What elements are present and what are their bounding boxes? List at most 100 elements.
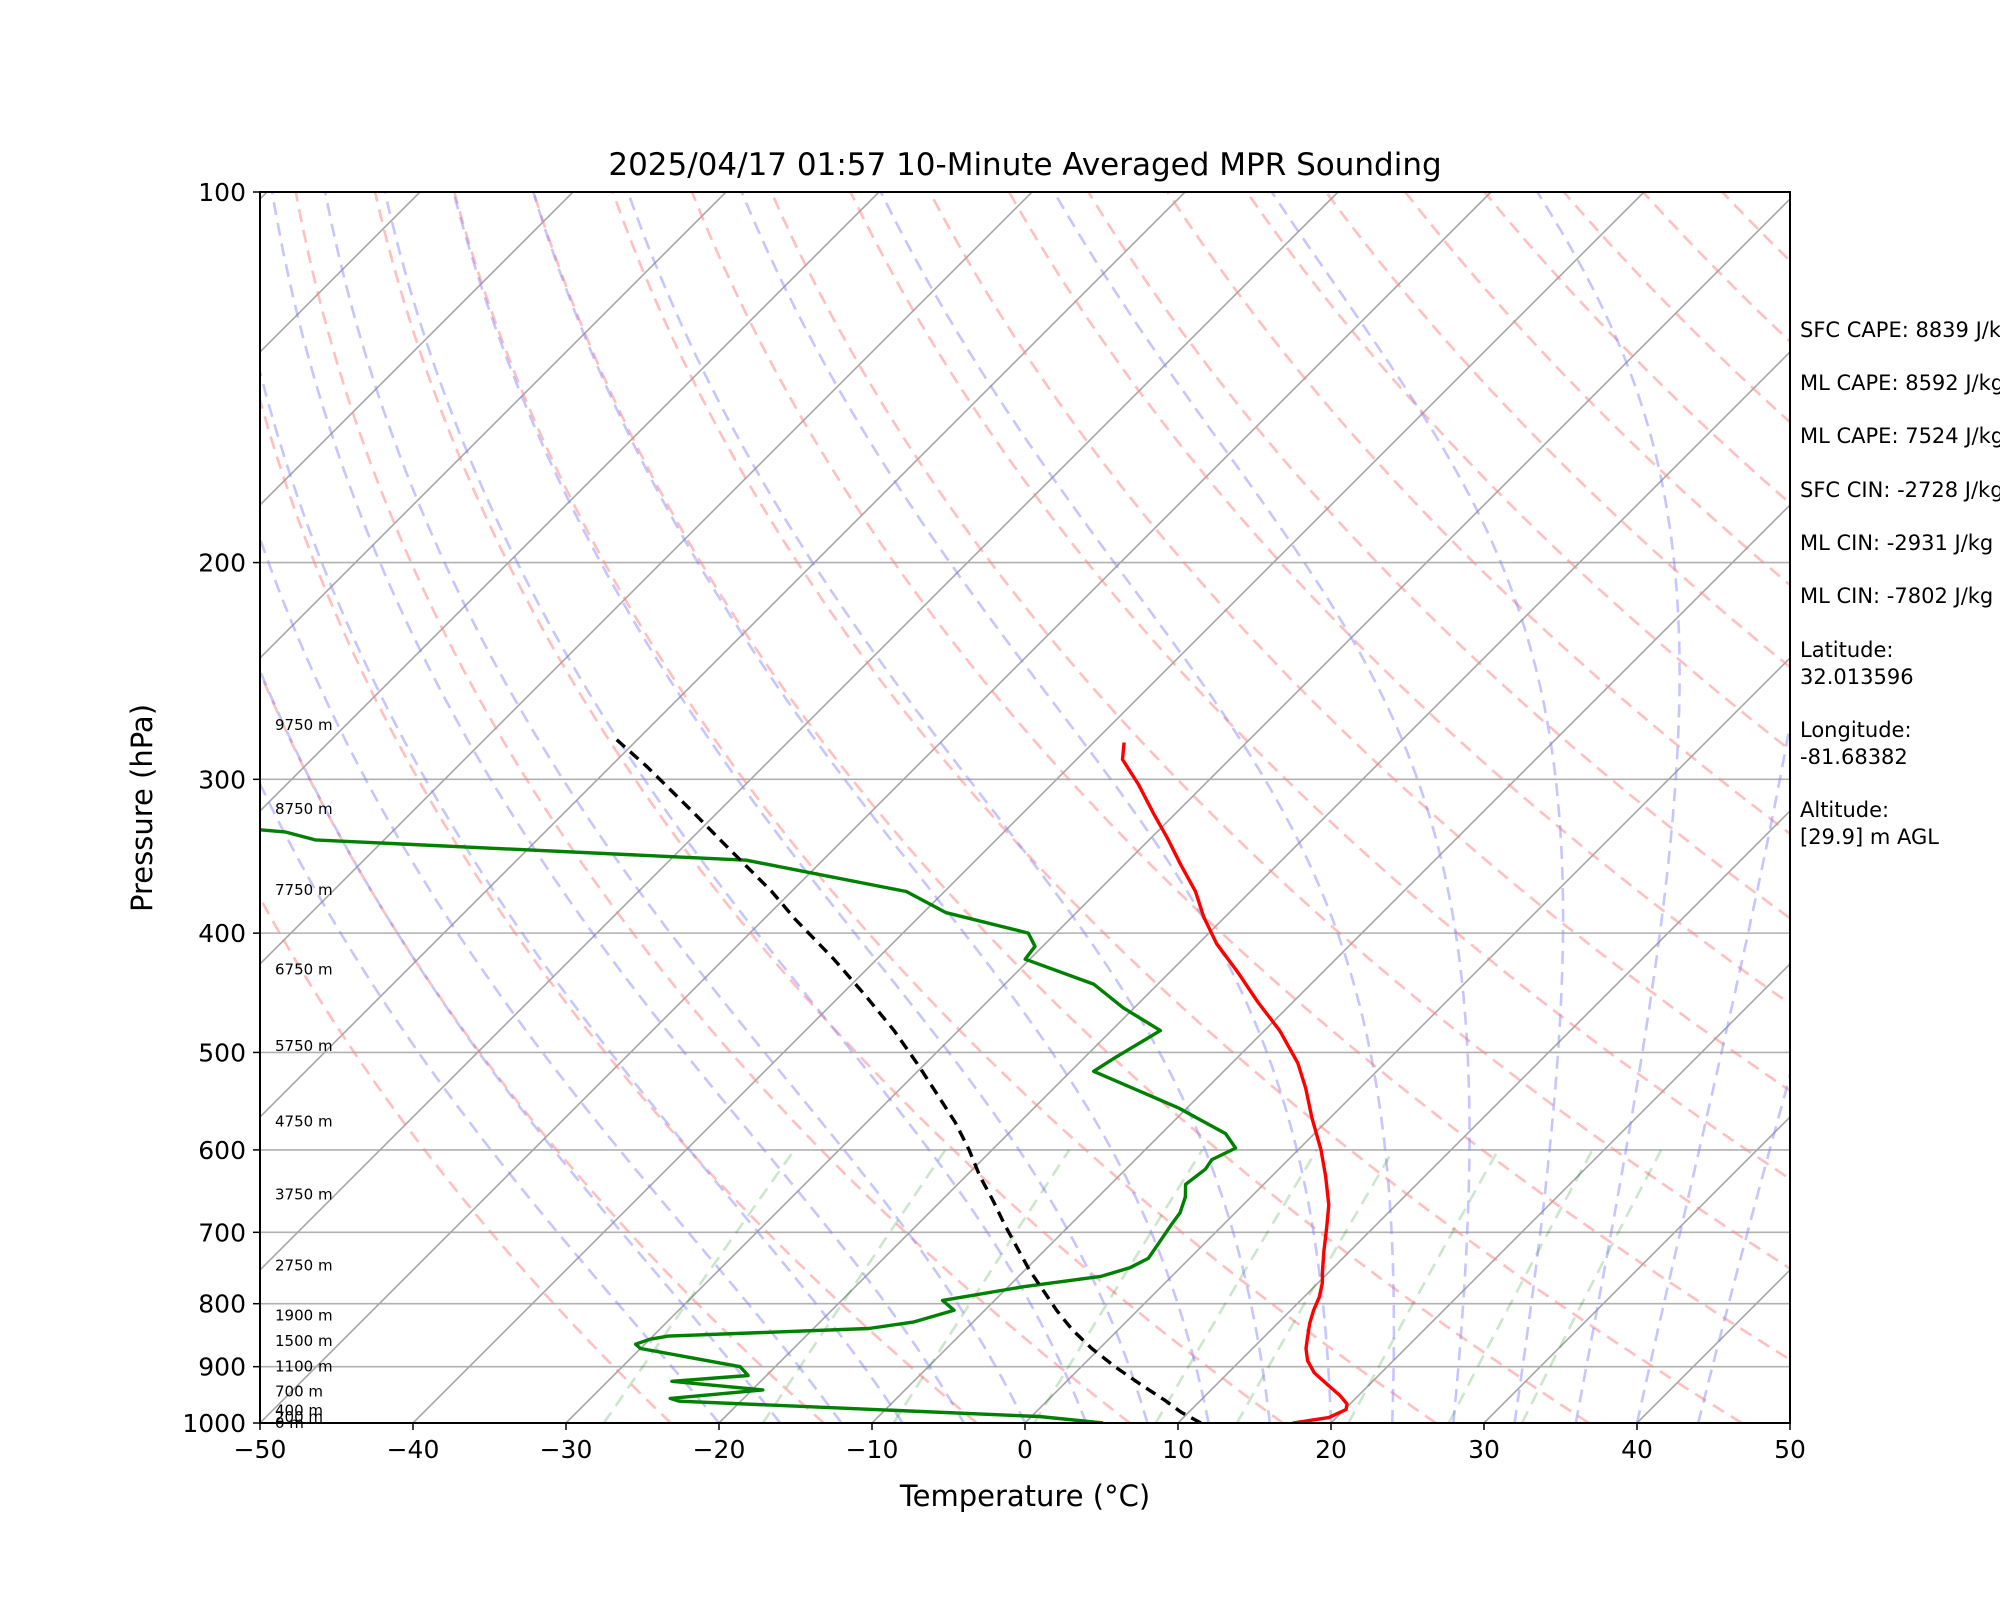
y-tick-label: 900 <box>198 1353 246 1382</box>
y-tick-label: 300 <box>198 765 246 794</box>
x-tick-label: −40 <box>387 1435 440 1464</box>
longitude-label: Longitude: <box>1800 718 1912 742</box>
x-tick-label: 10 <box>1162 1435 1194 1464</box>
y-tick-label: 100 <box>198 178 246 207</box>
height-label: 7750 m <box>275 881 333 899</box>
height-label: 5750 m <box>275 1037 333 1055</box>
latitude-label: Latitude: <box>1800 638 1894 662</box>
height-label: 3750 m <box>275 1185 333 1203</box>
mixing-ratio-line <box>1347 1149 1500 1423</box>
moist-adiabat-line <box>532 192 1210 1423</box>
dry-adiabat-line <box>611 192 1743 1423</box>
mixing-ratio-line <box>1520 1149 1663 1423</box>
altitude-label: Altitude: <box>1800 798 1889 822</box>
height-label: 1900 m <box>275 1307 333 1325</box>
y-tick-label: 500 <box>198 1038 246 1067</box>
mixing-ratio-line <box>1033 1149 1204 1423</box>
ml-cape-text: ML CAPE: 7524 J/kg <box>1800 424 2000 448</box>
isotherm-line <box>260 192 1033 966</box>
isotherm-line <box>1330 962 1790 1423</box>
dry-adiabat-line <box>373 192 1284 1423</box>
dry-adiabat-line <box>770 192 1790 1271</box>
mixing-ratio-line <box>602 1149 796 1423</box>
moist-adiabat-line <box>1052 192 1471 1423</box>
isotherm-line <box>1024 656 1790 1423</box>
moist-adiabat-line <box>1270 192 1565 1423</box>
height-label: 200 m <box>275 1408 323 1426</box>
isotherm-line <box>260 192 880 813</box>
dry-adiabat-line <box>849 192 1790 1181</box>
moist-adiabat-line <box>383 192 1088 1423</box>
moist-adiabat-line <box>260 780 721 1423</box>
height-label: 8750 m <box>275 800 333 818</box>
isotherm-line <box>260 192 1339 1272</box>
x-tick-label: −30 <box>540 1435 593 1464</box>
sfc-cape-text: SFC CAPE: 8839 J/kg <box>1800 318 2000 342</box>
isotherm-line <box>565 197 1790 1423</box>
height-label: 1500 m <box>275 1332 333 1350</box>
altitude-value: [29.9] m AGL <box>1800 825 1939 849</box>
moist-adiabat-line <box>260 534 843 1423</box>
mixing-ratio-line <box>1154 1149 1318 1423</box>
isotherm-line <box>260 192 1186 1119</box>
y-tick-label: 600 <box>198 1136 246 1165</box>
isotherm-line <box>412 192 1645 1423</box>
y-tick-label: 200 <box>198 549 246 578</box>
y-tick-label: 800 <box>198 1290 246 1319</box>
ml-cin-text: ML CIN: -2931 J/kg <box>1800 531 1993 555</box>
isotherm-line <box>260 192 727 660</box>
moist-adiabat-line <box>879 192 1396 1423</box>
height-label: 400 m <box>275 1402 323 1420</box>
isotherm-line <box>1483 1115 1790 1423</box>
parcel-profile <box>614 737 1202 1423</box>
moist-adiabat-line <box>260 366 904 1423</box>
x-tick-label: −50 <box>234 1435 287 1464</box>
sounding-profiles <box>260 737 1349 1423</box>
dry-adiabat-line <box>690 192 1790 1362</box>
ml-cape-text: ML CAPE: 8592 J/kg <box>1800 371 2000 395</box>
height-label: 4750 m <box>275 1113 333 1131</box>
mixing-ratio-line <box>761 1149 947 1423</box>
isotherm-line <box>260 192 574 507</box>
moist-adiabat-line <box>740 192 1333 1423</box>
x-tick-label: 30 <box>1468 1435 1500 1464</box>
height-label: 700 m <box>275 1383 323 1401</box>
mixing-ratio-lines <box>602 1149 1663 1423</box>
dry-adiabat-line <box>260 669 825 1423</box>
dry-adiabat-line <box>453 192 1437 1423</box>
height-label: 6750 m <box>275 960 333 978</box>
y-tick-label: 1000 <box>182 1409 246 1438</box>
dry-adiabat-line <box>294 192 1131 1423</box>
moist-adiabat-line <box>323 192 1027 1423</box>
moist-adiabat-line <box>270 192 965 1423</box>
x-tick-label: 40 <box>1621 1435 1653 1464</box>
moist-adiabat-line <box>1635 717 1790 1423</box>
height-label: 0 m <box>275 1414 304 1432</box>
isotherm-line <box>871 503 1790 1423</box>
temperature-profile <box>1120 742 1349 1423</box>
y-axis-label: Pressure (hPa) <box>125 704 159 912</box>
moist-adiabat-line <box>626 192 1272 1423</box>
isotherm-line <box>718 350 1790 1423</box>
height-label: 2750 m <box>275 1257 333 1275</box>
height-label: 1100 m <box>275 1358 333 1376</box>
height-label: 9750 m <box>275 716 333 734</box>
mixing-ratio-line <box>1235 1149 1395 1423</box>
dry-adiabat-line <box>260 895 672 1423</box>
x-tick-label: 0 <box>1017 1435 1033 1464</box>
pressure-axis: 100 200 300 400 500 600 700 800 900 1000 <box>182 178 260 1438</box>
y-tick-label: 700 <box>198 1218 246 1247</box>
x-tick-label: −10 <box>846 1435 899 1464</box>
moist-adiabat-line <box>452 192 1149 1423</box>
mixing-ratio-line <box>892 1149 1071 1423</box>
x-tick-label: 20 <box>1315 1435 1347 1464</box>
sfc-cin-text: SFC CIN: -2728 J/kg <box>1800 478 2000 502</box>
moist-adiabat-line <box>1536 192 1681 1423</box>
dewpoint-profile <box>260 828 1238 1423</box>
dry-adiabat-line <box>260 394 978 1423</box>
sounding-stats-panel: SFC CAPE: 8839 J/kg ML CAPE: 8592 J/kg M… <box>1800 318 2000 849</box>
x-axis-label: Temperature (°C) <box>899 1479 1150 1513</box>
longitude-value: -81.68382 <box>1800 745 1908 769</box>
